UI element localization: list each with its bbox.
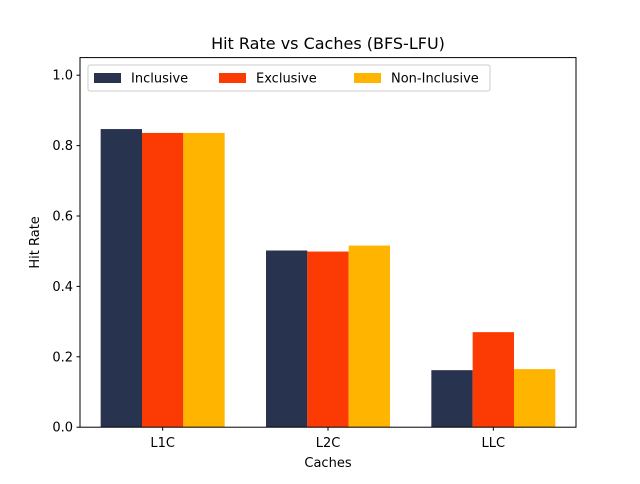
bar-exclusive-llc <box>472 332 514 428</box>
bars-group <box>100 129 556 428</box>
x-axis-label: Caches <box>304 456 351 471</box>
bar-inclusive-l1c <box>100 129 142 428</box>
bar-inclusive-l2c <box>266 250 308 428</box>
y-tick-label: 1.0 <box>52 69 73 84</box>
bar-inclusive-llc <box>431 370 473 428</box>
y-axis-ticks: 0.0 0.2 0.4 0.6 0.8 1.0 <box>52 69 80 436</box>
bar-non-inclusive-l2c <box>348 245 390 428</box>
x-axis-ticks: L1C L2C LLC <box>150 427 505 451</box>
x-tick-label: L1C <box>150 436 175 451</box>
y-tick-label: 0.0 <box>52 421 73 436</box>
bar-non-inclusive-llc <box>514 369 556 428</box>
legend-label: Non-Inclusive <box>391 72 479 87</box>
legend-label: Inclusive <box>131 72 188 87</box>
legend-swatch <box>354 73 381 83</box>
bar-non-inclusive-l1c <box>183 132 225 428</box>
legend: Inclusive Exclusive Non-Inclusive <box>87 64 491 92</box>
y-tick-label: 0.8 <box>52 139 73 154</box>
plot-area-frame <box>79 57 577 428</box>
legend-swatch <box>94 73 121 83</box>
y-tick-label: 0.6 <box>52 210 73 225</box>
legend-frame <box>87 64 491 92</box>
bar-exclusive-l1c <box>142 132 184 428</box>
y-axis-label: Hit Rate <box>28 216 43 268</box>
y-tick-label: 0.2 <box>52 350 73 365</box>
y-tick-label: 0.4 <box>52 280 73 295</box>
x-tick-label: L2C <box>316 436 341 451</box>
x-tick-label: LLC <box>482 436 506 451</box>
legend-swatch <box>219 73 246 83</box>
chart-title: Hit Rate vs Caches (BFS-LFU) <box>211 34 445 53</box>
legend-label: Exclusive <box>256 72 317 87</box>
bar-exclusive-l2c <box>307 251 349 428</box>
